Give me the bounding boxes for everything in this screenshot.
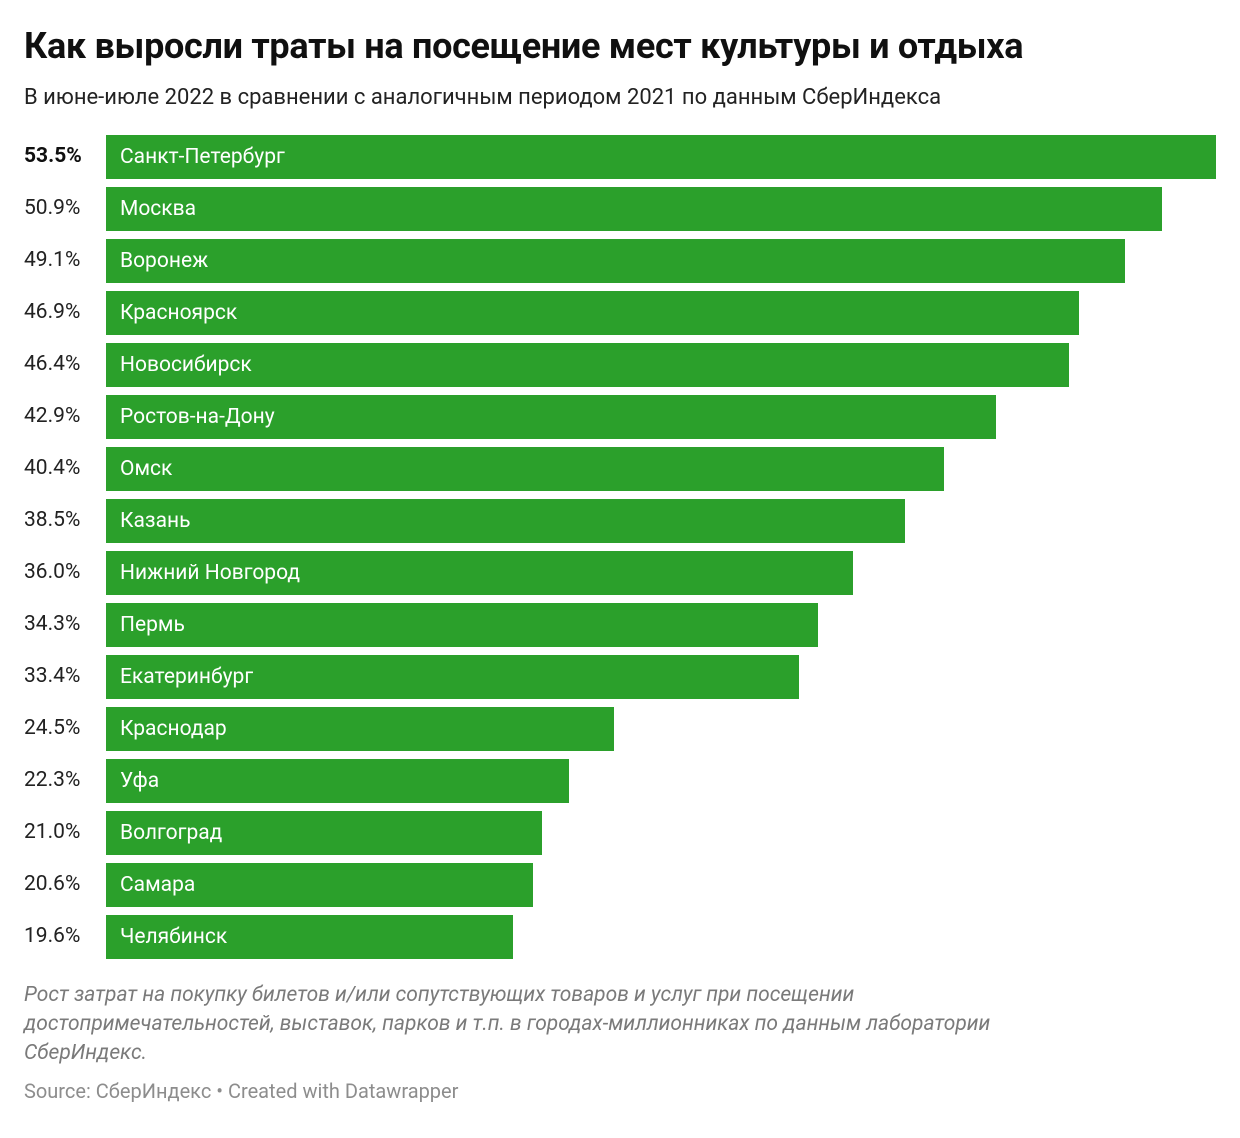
bar-row: 24.5% Краснодар xyxy=(24,707,1216,751)
bar: Челябинск xyxy=(106,915,513,959)
bar-label: Екатеринбург xyxy=(120,665,253,689)
bar-value: 36.0% xyxy=(24,551,106,595)
bar-track: Нижний Новгород xyxy=(106,551,1216,595)
bar-value: 19.6% xyxy=(24,915,106,959)
bar-row: 19.6% Челябинск xyxy=(24,915,1216,959)
bar-label: Самара xyxy=(120,873,195,897)
bar: Самара xyxy=(106,863,533,907)
bar-row: 33.4% Екатеринбург xyxy=(24,655,1216,699)
bar-label: Уфа xyxy=(120,769,159,793)
bar-row: 20.6% Самара xyxy=(24,863,1216,907)
bar-track: Москва xyxy=(106,187,1216,231)
chart-title: Как выросли траты на посещение мест куль… xyxy=(24,24,1216,69)
chart-container: Как выросли траты на посещение мест куль… xyxy=(0,0,1240,1123)
bar-value: 33.4% xyxy=(24,655,106,699)
bar-track: Санкт-Петербург xyxy=(106,135,1216,179)
bar-label: Краснодар xyxy=(120,717,227,741)
bar-row: 36.0% Нижний Новгород xyxy=(24,551,1216,595)
bar-chart: 53.5% Санкт-Петербург 50.9% Москва 49.1% Воро… xyxy=(24,135,1216,959)
bar-track: Омск xyxy=(106,447,1216,491)
bar-label: Челябинск xyxy=(120,925,227,949)
bar-row: 49.1% Воронеж xyxy=(24,239,1216,283)
bar-value: 53.5% xyxy=(24,135,106,179)
bar: Волгоград xyxy=(106,811,542,855)
bar-track: Новосибирск xyxy=(106,343,1216,387)
bar-track: Красноярск xyxy=(106,291,1216,335)
bar-label: Омск xyxy=(120,457,172,481)
bar-label: Москва xyxy=(120,197,196,221)
bar-track: Пермь xyxy=(106,603,1216,647)
bar-value: 46.4% xyxy=(24,343,106,387)
bar-value: 38.5% xyxy=(24,499,106,543)
chart-notes: Рост затрат на покупку билетов и/или соп… xyxy=(24,981,1084,1069)
bar-track: Волгоград xyxy=(106,811,1216,855)
bar-track: Самара xyxy=(106,863,1216,907)
bar-track: Екатеринбург xyxy=(106,655,1216,699)
bar-row: 21.0% Волгоград xyxy=(24,811,1216,855)
bar: Нижний Новгород xyxy=(106,551,853,595)
bar: Красноярск xyxy=(106,291,1079,335)
chart-subtitle: В июне-июле 2022 в сравнении с аналогичн… xyxy=(24,83,1216,113)
bar-label: Волгоград xyxy=(120,821,222,845)
bar-value: 42.9% xyxy=(24,395,106,439)
chart-source: Source: СберИндекс • Created with Datawr… xyxy=(24,1079,1216,1103)
bar-value: 24.5% xyxy=(24,707,106,751)
bar-row: 34.3% Пермь xyxy=(24,603,1216,647)
bar-track: Воронеж xyxy=(106,239,1216,283)
bar-row: 22.3% Уфа xyxy=(24,759,1216,803)
bar-row: 53.5% Санкт-Петербург xyxy=(24,135,1216,179)
bar-row: 46.9% Красноярск xyxy=(24,291,1216,335)
bar: Санкт-Петербург xyxy=(106,135,1216,179)
bar: Пермь xyxy=(106,603,818,647)
bar-value: 20.6% xyxy=(24,863,106,907)
bar: Москва xyxy=(106,187,1162,231)
bar-value: 49.1% xyxy=(24,239,106,283)
bar-label: Ростов-на-Дону xyxy=(120,405,275,429)
bar-label: Воронеж xyxy=(120,249,208,273)
bar-label: Новосибирск xyxy=(120,353,252,377)
bar-row: 46.4% Новосибирск xyxy=(24,343,1216,387)
bar-value: 46.9% xyxy=(24,291,106,335)
bar: Ростов-на-Дону xyxy=(106,395,996,439)
bar: Краснодар xyxy=(106,707,614,751)
bar-row: 50.9% Москва xyxy=(24,187,1216,231)
bar-value: 22.3% xyxy=(24,759,106,803)
bar-track: Казань xyxy=(106,499,1216,543)
bar-label: Казань xyxy=(120,509,191,533)
bar-row: 42.9% Ростов-на-Дону xyxy=(24,395,1216,439)
bar-row: 38.5% Казань xyxy=(24,499,1216,543)
bar: Новосибирск xyxy=(106,343,1069,387)
bar-track: Челябинск xyxy=(106,915,1216,959)
bar-label: Пермь xyxy=(120,613,185,637)
bar-row: 40.4% Омск xyxy=(24,447,1216,491)
bar-value: 50.9% xyxy=(24,187,106,231)
bar: Воронеж xyxy=(106,239,1125,283)
bar-label: Нижний Новгород xyxy=(120,561,300,585)
bar: Омск xyxy=(106,447,944,491)
bar-track: Краснодар xyxy=(106,707,1216,751)
bar-value: 21.0% xyxy=(24,811,106,855)
bar-label: Красноярск xyxy=(120,301,237,325)
bar: Екатеринбург xyxy=(106,655,799,699)
bar-value: 40.4% xyxy=(24,447,106,491)
bar-track: Уфа xyxy=(106,759,1216,803)
bar-value: 34.3% xyxy=(24,603,106,647)
bar-label: Санкт-Петербург xyxy=(120,145,285,169)
bar: Казань xyxy=(106,499,905,543)
bar: Уфа xyxy=(106,759,569,803)
bar-track: Ростов-на-Дону xyxy=(106,395,1216,439)
